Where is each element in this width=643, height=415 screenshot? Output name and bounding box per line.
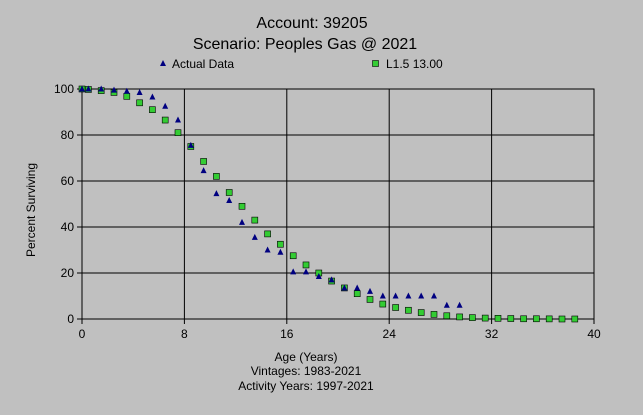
- fit-point: [136, 99, 143, 107]
- actual-data-point: [341, 284, 348, 291]
- fit-point: [200, 158, 207, 165]
- x-tick-label: 40: [587, 327, 601, 341]
- activity-years-note: Activity Years: 1997-2021: [238, 379, 374, 393]
- fit-point: [494, 315, 502, 322]
- actual-data-point: [456, 301, 463, 308]
- fit-point: [405, 306, 412, 314]
- actual-data-point: [98, 85, 105, 92]
- y-axis-label: Percent Surviving: [24, 163, 38, 257]
- fit-point: [277, 240, 284, 248]
- actual-data-point: [226, 197, 233, 204]
- actual-data-point: [239, 218, 245, 225]
- actual-data-point: [111, 86, 117, 93]
- fit-point: [123, 93, 131, 100]
- actual-data-point: [303, 268, 309, 275]
- actual-data-point: [290, 268, 297, 275]
- fit-point: [430, 311, 438, 318]
- fit-point: [213, 173, 220, 180]
- actual-data-point: [123, 87, 130, 94]
- actual-data-point: [405, 292, 412, 299]
- fit-point: [481, 314, 489, 322]
- actual-data-point: [175, 116, 181, 123]
- x-tick-label: 32: [485, 327, 499, 341]
- fit-point: [238, 203, 246, 210]
- fit-point: [469, 314, 476, 321]
- plot-area: [81, 88, 595, 320]
- fit-point: [558, 315, 566, 323]
- y-axis-ticks: 0 20 40 60 80 100: [54, 82, 82, 326]
- actual-data-point: [277, 248, 284, 255]
- actual-data-point: [315, 272, 322, 279]
- actual-data-point: [264, 246, 271, 253]
- actual-data-point: [431, 292, 437, 299]
- fit-point: [251, 216, 259, 224]
- fit-point: [417, 309, 425, 316]
- fit-point: [533, 315, 540, 323]
- y-tick-label: 20: [61, 266, 75, 280]
- y-tick-label: 0: [67, 312, 74, 326]
- x-axis-ticks: 0 8 16 24 32 40: [79, 319, 601, 341]
- x-tick-label: 24: [383, 327, 397, 341]
- fit-point: [366, 296, 374, 303]
- x-tick-label: 0: [79, 327, 86, 341]
- actual-data-point: [162, 102, 169, 109]
- fit-point: [161, 116, 169, 124]
- y-tick-label: 100: [54, 82, 74, 96]
- fit-point: [456, 313, 463, 321]
- x-tick-label: 16: [280, 327, 294, 341]
- fit-point: [379, 300, 387, 308]
- actual-data-point: [187, 141, 194, 148]
- fit-point: [353, 290, 361, 298]
- actual-data-point: [443, 301, 450, 308]
- legend-actual-label: Actual Data: [172, 57, 234, 71]
- actual-data-point: [251, 233, 258, 240]
- actual-data-point: [367, 287, 373, 294]
- fit-point: [302, 261, 310, 269]
- actual-data-point: [379, 292, 386, 299]
- actual-data-point: [200, 167, 207, 174]
- fit-point: [289, 252, 297, 260]
- fit-point: [264, 230, 271, 238]
- legend-fit-marker: [372, 60, 379, 67]
- x-axis-label: Age (Years): [275, 350, 338, 364]
- actual-data-point: [85, 85, 92, 92]
- actual-data-point: [392, 292, 399, 299]
- actual-data-point: [149, 93, 156, 100]
- fit-point: [571, 315, 579, 323]
- y-tick-label: 40: [61, 220, 75, 234]
- fit-point: [443, 312, 451, 320]
- actual-data-point: [136, 88, 143, 95]
- actual-data-point: [213, 190, 220, 197]
- vintages-note: Vintages: 1983-2021: [251, 364, 362, 378]
- y-tick-label: 80: [61, 128, 75, 142]
- legend-actual-marker: [160, 60, 166, 66]
- fit-point: [174, 129, 182, 136]
- data-points: [78, 85, 579, 323]
- x-tick-label: 8: [181, 327, 188, 341]
- chart-title: Account: 39205: [256, 15, 367, 32]
- chart-subtitle: Scenario: Peoples Gas @ 2021: [193, 36, 417, 53]
- fit-point: [507, 315, 515, 322]
- y-tick-label: 60: [61, 174, 75, 188]
- actual-data-point: [328, 276, 335, 283]
- fit-point: [225, 189, 233, 196]
- gridlines: [82, 89, 594, 319]
- fit-point: [520, 315, 527, 323]
- fit-point: [545, 315, 553, 323]
- actual-data-point: [418, 292, 425, 299]
- fit-point: [392, 304, 399, 311]
- legend: Actual Data L1.5 13.00: [160, 57, 443, 71]
- legend-fit-label: L1.5 13.00: [386, 57, 443, 71]
- actual-data-point: [79, 85, 85, 92]
- actual-data-point: [354, 284, 361, 291]
- fit-point: [149, 106, 156, 113]
